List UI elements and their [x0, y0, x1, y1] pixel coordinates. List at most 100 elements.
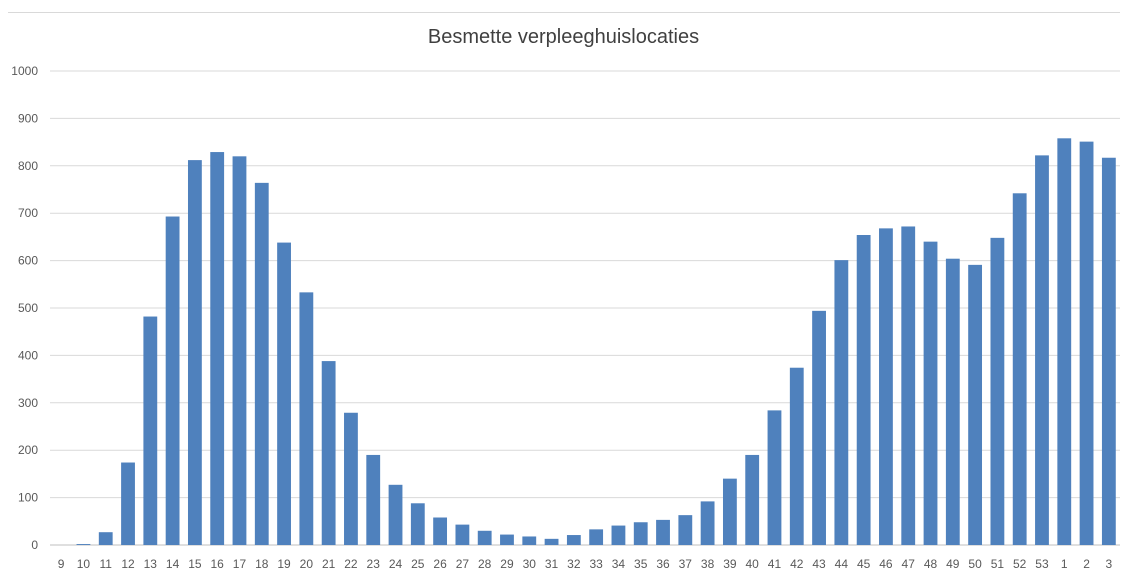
x-tick-label: 17 [233, 557, 247, 571]
bar-week-28 [477, 530, 492, 545]
bar-week-31 [544, 538, 559, 545]
x-tick-label: 9 [58, 557, 65, 571]
y-tick-label: 200 [18, 443, 38, 457]
x-tick-label: 13 [144, 557, 158, 571]
x-tick-label: 14 [166, 557, 180, 571]
y-tick-label: 900 [18, 111, 38, 125]
x-tick-label: 39 [723, 557, 737, 571]
bar-week-11 [98, 532, 113, 545]
bar-week-43 [812, 310, 826, 545]
bar-week-3 [1101, 157, 1116, 545]
x-tick-label: 30 [523, 557, 537, 571]
x-tick-label: 36 [656, 557, 670, 571]
x-tick-label: 24 [389, 557, 403, 571]
x-tick-label: 11 [99, 557, 112, 571]
bar-week-26 [433, 517, 448, 545]
x-tick-label: 45 [857, 557, 871, 571]
x-tick-label: 1 [1061, 557, 1068, 571]
bar-week-16 [210, 152, 225, 545]
bar-week-22 [344, 412, 358, 545]
bar-week-19 [277, 242, 291, 545]
x-tick-label: 33 [589, 557, 603, 571]
x-tick-label: 50 [968, 557, 982, 571]
x-tick-label: 44 [835, 557, 849, 571]
bar-week-32 [566, 535, 581, 545]
bar-week-15 [187, 160, 202, 545]
bar-week-36 [656, 519, 670, 545]
bar-week-38 [700, 501, 715, 545]
bar-week-53 [1035, 155, 1049, 545]
bar-week-13 [143, 316, 158, 545]
bar-week-14 [165, 216, 180, 545]
x-tick-label: 46 [879, 557, 893, 571]
x-tick-label: 19 [277, 557, 291, 571]
x-tick-label: 48 [924, 557, 938, 571]
bar-week-39 [722, 478, 737, 545]
x-tick-label: 41 [768, 557, 782, 571]
x-tick-label: 40 [746, 557, 760, 571]
y-tick-label: 800 [18, 159, 38, 173]
bar-week-12 [121, 462, 135, 545]
bar-week-52 [1012, 193, 1027, 546]
bar-week-44 [834, 260, 849, 545]
x-tick-label: 2 [1083, 557, 1090, 571]
y-tick-label: 400 [18, 348, 38, 362]
x-tick-label: 26 [433, 557, 447, 571]
bar-week-25 [410, 503, 425, 545]
x-tick-label: 52 [1013, 557, 1027, 571]
x-tick-label: 35 [634, 557, 648, 571]
bar-week-40 [745, 454, 760, 545]
x-tick-label: 18 [255, 557, 269, 571]
x-tick-label: 51 [991, 557, 1005, 571]
y-tick-label: 1000 [11, 64, 38, 78]
x-tick-label: 47 [902, 557, 916, 571]
y-tick-label: 600 [18, 254, 38, 268]
bar-week-35 [633, 522, 648, 545]
bar-week-20 [299, 292, 314, 545]
x-tick-label: 20 [300, 557, 314, 571]
x-tick-label: 28 [478, 557, 492, 571]
bar-week-18 [254, 182, 269, 545]
x-tick-label: 37 [679, 557, 693, 571]
x-tick-label: 32 [567, 557, 581, 571]
y-tick-label: 500 [18, 301, 38, 315]
bar-week-2 [1079, 141, 1094, 545]
x-tick-label: 38 [701, 557, 715, 571]
y-tick-label: 0 [31, 538, 38, 552]
bar-week-46 [879, 228, 893, 546]
bar-week-17 [232, 156, 247, 545]
x-tick-label: 53 [1035, 557, 1049, 571]
x-tick-label: 25 [411, 557, 425, 571]
x-tick-label: 43 [812, 557, 826, 571]
bar-week-34 [611, 525, 626, 545]
x-tick-label: 34 [612, 557, 626, 571]
y-tick-label: 100 [18, 491, 38, 505]
x-tick-label: 31 [545, 557, 559, 571]
y-tick-label: 700 [18, 206, 38, 220]
x-tick-label: 12 [121, 557, 135, 571]
bar-week-1 [1057, 138, 1072, 546]
x-tick-label: 10 [77, 557, 91, 571]
bar-week-37 [678, 515, 693, 545]
bar-week-29 [500, 534, 514, 545]
x-tick-label: 3 [1106, 557, 1113, 571]
x-tick-label: 23 [367, 557, 381, 571]
x-tick-label: 22 [344, 557, 358, 571]
x-tick-label: 16 [211, 557, 225, 571]
x-tick-label: 29 [500, 557, 514, 571]
bar-week-50 [968, 264, 983, 545]
x-tick-label: 27 [456, 557, 470, 571]
bar-week-21 [321, 361, 336, 545]
bar-week-41 [767, 410, 782, 545]
x-tick-label: 42 [790, 557, 804, 571]
bar-week-24 [388, 484, 403, 545]
bar-week-49 [945, 258, 960, 545]
bar-week-51 [990, 237, 1005, 545]
bar-week-48 [923, 241, 938, 545]
bar-week-27 [455, 524, 470, 545]
bar-week-23 [366, 454, 381, 545]
bar-week-42 [789, 367, 804, 545]
x-tick-label: 15 [188, 557, 202, 571]
bar-week-10 [76, 544, 91, 545]
